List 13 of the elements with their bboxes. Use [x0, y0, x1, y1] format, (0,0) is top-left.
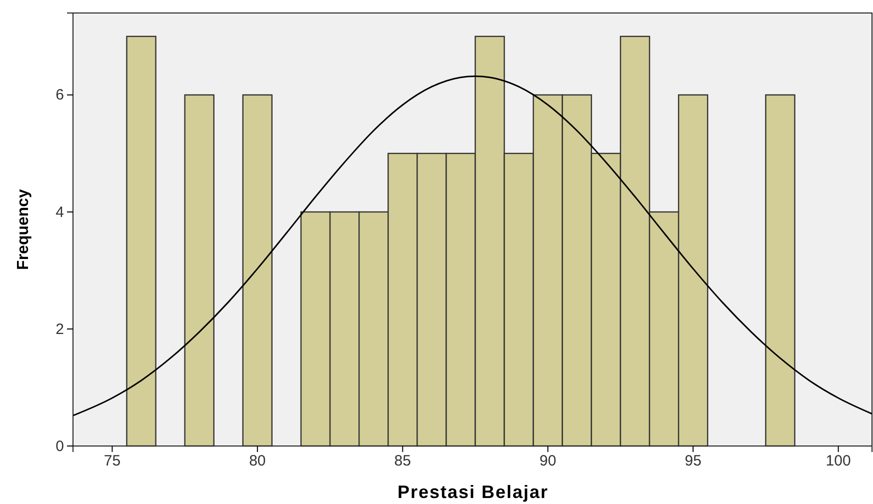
- y-tick-label: 4: [56, 204, 64, 221]
- y-tick-label: 0: [56, 438, 64, 455]
- x-tick-label: 75: [104, 452, 121, 470]
- x-tick-label: 85: [394, 452, 411, 470]
- x-axis-title: Prestasi Belajar: [397, 482, 549, 502]
- y-tick-label: 6: [56, 86, 64, 104]
- x-tick-label: 90: [540, 452, 556, 470]
- x-tick-label: 80: [249, 452, 266, 470]
- y-axis-title: Frequency: [15, 188, 32, 270]
- x-tick-label: 95: [684, 452, 702, 470]
- line-series: [72, 75, 873, 416]
- x-tick-label: 100: [826, 452, 851, 470]
- y-tick-label: 2: [56, 320, 64, 338]
